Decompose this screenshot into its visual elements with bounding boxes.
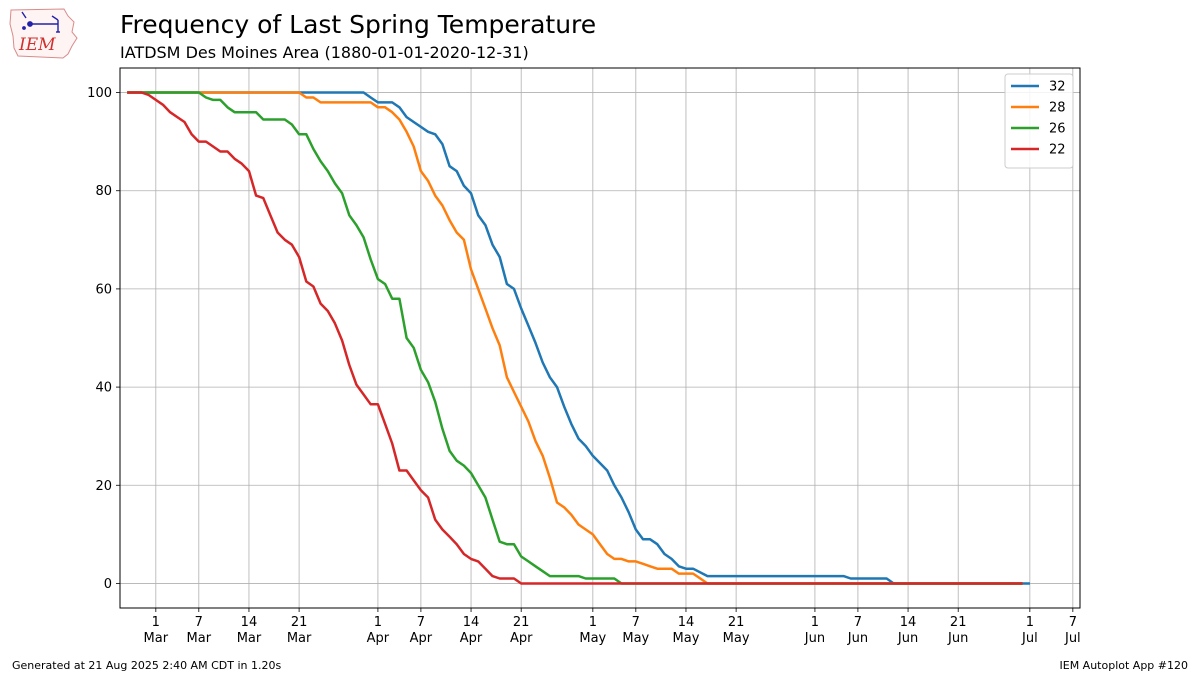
y-tick-label: 0 [104,577,112,592]
y-tick-label: 40 [95,381,112,396]
x-tick-day: 14 [900,615,917,630]
x-tick-month: Mar [287,631,312,646]
x-tick-month: Jun [847,631,868,646]
legend-box [1004,73,1074,169]
x-tick-day: 1 [589,615,597,630]
x-tick-month: Jun [897,631,918,646]
x-tick-month: Apr [460,631,483,646]
x-tick-label: 14 Apr [460,615,483,646]
iem-logo: IEM [9,8,78,59]
x-tick-month: Jul [1064,631,1081,646]
legend: 32 28 26 22 [1004,73,1074,169]
x-tick-label: 7 Apr [410,615,433,646]
x-tick-day: 7 [195,615,203,630]
series-line-26 [127,91,1023,585]
x-tick-month: Apr [367,631,390,646]
legend-label-26: 26 [1049,122,1066,137]
series-line-28 [127,91,1023,585]
plot-frame [119,67,1081,609]
generated-timestamp: Generated at 21 Aug 2025 2:40 AM CDT in … [12,659,282,672]
x-tick-day: 7 [854,615,862,630]
x-tick-day: 21 [728,615,745,630]
x-tick-label: 1 Jul [1021,615,1038,646]
x-tick-day: 14 [678,615,695,630]
x-tick-month: Apr [510,631,533,646]
series-line-32 [127,91,1030,585]
x-tick-day: 1 [811,615,819,630]
x-tick-day: 14 [241,615,258,630]
x-tick-day: 1 [152,615,160,630]
x-tick-label: 14 Jun [897,615,918,646]
y-tick-label: 60 [95,282,112,297]
x-tick-day: 1 [1026,615,1034,630]
x-tick-month: Jun [804,631,825,646]
x-tick-month: May [723,631,750,646]
legend-label-32: 32 [1049,80,1066,95]
grid-layer [120,68,1080,608]
x-tick-day: 21 [513,615,530,630]
x-tick-label: 1 Jun [804,615,825,646]
weather-station-icon [21,11,60,33]
x-tick-day: 7 [1069,615,1077,630]
legend-label-28: 28 [1049,101,1066,116]
x-tick-day: 7 [632,615,640,630]
x-tick-day: 7 [417,615,425,630]
x-tick-label: 21 Mar [287,615,312,646]
x-tick-day: 21 [950,615,967,630]
x-tick-label: 21 May [723,615,750,646]
x-tick-label: 1 May [579,615,606,646]
x-tick-month: May [622,631,649,646]
iem-logo-text: IEM [18,35,56,55]
x-tick-label: 1 Apr [367,615,390,646]
y-tick-label: 20 [95,479,112,494]
x-tick-month: May [579,631,606,646]
legend-label-22: 22 [1049,143,1066,158]
x-tick-label: 21 Apr [510,615,533,646]
x-tick-month: Mar [144,631,169,646]
y-tick-label: 80 [95,184,112,199]
chart-title: Frequency of Last Spring Temperature [120,10,597,39]
iowa-outline-icon [9,8,78,59]
x-tick-label: 14 May [673,615,700,646]
x-tick-month: Mar [237,631,262,646]
x-tick-month: Jul [1021,631,1038,646]
series-line-22 [127,91,1023,585]
x-tick-label: 14 Mar [237,615,262,646]
x-tick-month: May [673,631,700,646]
x-tick-label: 7 May [622,615,649,646]
y-axis: 0 20 40 60 80 100 [87,86,120,592]
y-tick-label: 100 [87,86,112,101]
x-tick-day: 14 [463,615,480,630]
x-tick-month: Jun [947,631,968,646]
x-tick-day: 1 [374,615,382,630]
x-tick-label: 7 Jul [1064,615,1081,646]
x-tick-label: 21 Jun [947,615,968,646]
x-tick-label: 7 Jun [847,615,868,646]
x-tick-label: 7 Mar [187,615,212,646]
x-tick-label: 1 Mar [144,615,169,646]
autoplot-app-label: IEM Autoplot App #120 [1059,659,1189,672]
x-tick-month: Mar [187,631,212,646]
x-tick-day: 21 [291,615,308,630]
chart-subtitle: IATDSM Des Moines Area (1880-01-01-2020-… [120,43,529,62]
x-tick-month: Apr [410,631,433,646]
series-layer [127,91,1030,585]
